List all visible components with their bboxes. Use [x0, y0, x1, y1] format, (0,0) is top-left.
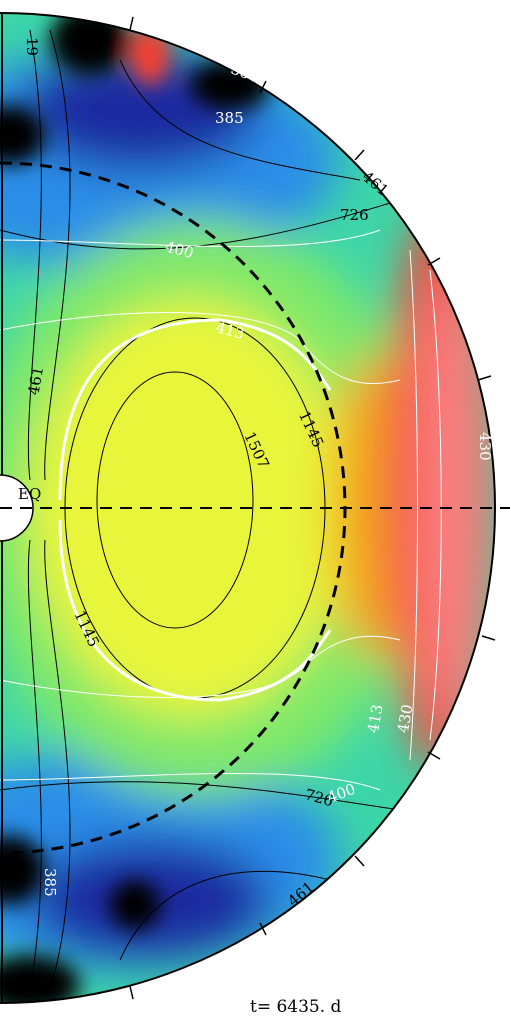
contour-label: 385: [215, 109, 244, 127]
contour-label: 461: [24, 365, 47, 396]
contour-label: 430: [394, 703, 417, 734]
outer-boundary: [0, 12, 496, 1004]
contour-label: 430: [476, 432, 494, 461]
white-contours: [0, 229, 442, 791]
boundary-ticks: [129, 16, 496, 1000]
time-label: t= 6435. d: [250, 997, 342, 1017]
contour-label: 726: [340, 206, 369, 224]
inner-core: [0, 474, 34, 542]
contour-label: 385: [41, 868, 59, 897]
contour-label: 413: [364, 703, 387, 734]
equator-label: EQ: [18, 485, 41, 503]
contour-label: 19: [23, 37, 41, 56]
